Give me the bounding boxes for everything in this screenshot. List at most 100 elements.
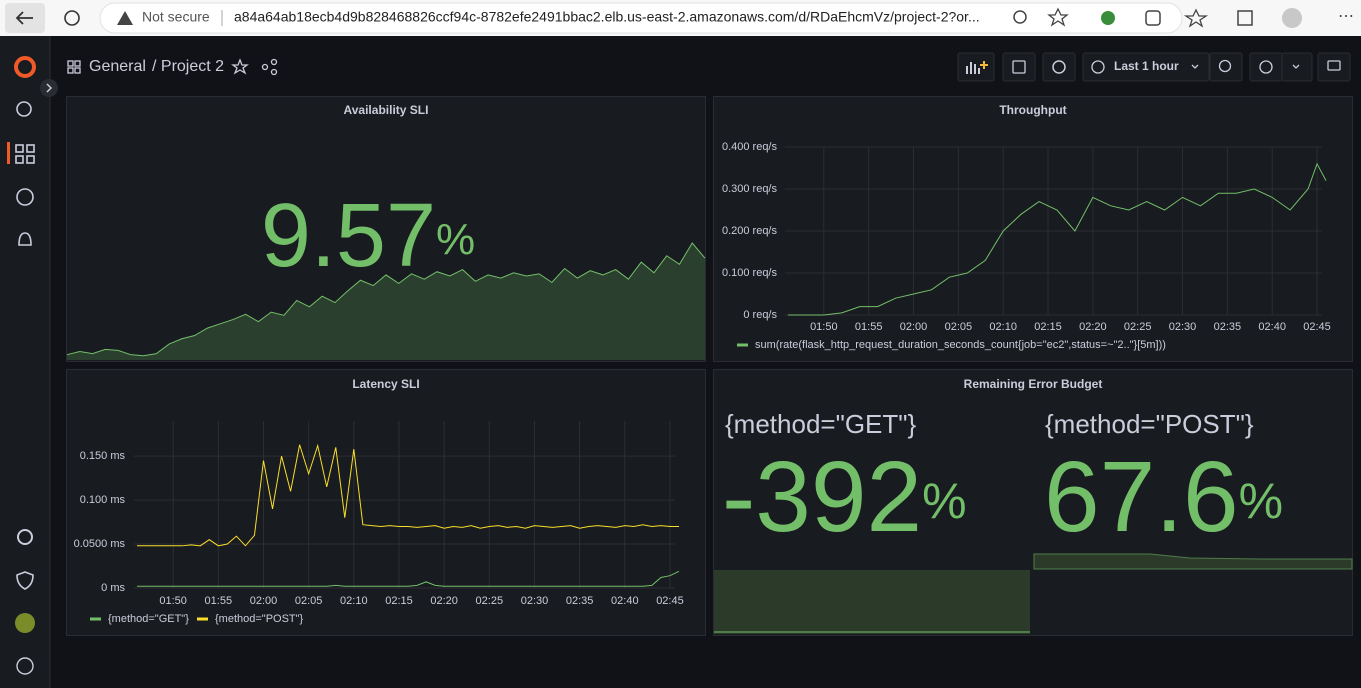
grafana-logo[interactable] — [14, 56, 36, 78]
panel-title: Throughput — [999, 103, 1066, 117]
sparkline-area — [1033, 553, 1353, 570]
x-tick-label: 02:20 — [430, 595, 458, 607]
stat-unit: % — [436, 215, 475, 264]
x-tick-label: 02:25 — [476, 595, 504, 607]
stat-number: 9.57 — [261, 186, 436, 286]
panel — [66, 96, 706, 362]
legend-label: {method="GET"} — [108, 613, 189, 625]
warning-icon — [117, 11, 133, 25]
sparkline-area — [67, 243, 705, 360]
stat-number: -392 — [722, 441, 922, 553]
favorite-icon[interactable] — [1047, 7, 1069, 27]
search-icon[interactable] — [16, 101, 32, 117]
y-tick-label: 0.200 req/s — [722, 225, 778, 237]
tv-icon — [1327, 60, 1341, 71]
settings-button[interactable] — [1042, 52, 1076, 82]
stat-unit: % — [922, 473, 966, 529]
x-tick-label: 02:15 — [1034, 321, 1062, 333]
collections-icon[interactable] — [1237, 10, 1253, 26]
expand-button[interactable] — [40, 79, 58, 97]
tv-mode-button[interactable] — [1317, 52, 1351, 82]
gear-icon — [1052, 60, 1066, 74]
user-avatar[interactable] — [15, 613, 35, 633]
clock-icon — [1091, 60, 1105, 74]
back-icon — [15, 11, 33, 25]
dashboard-grid-icon — [67, 60, 81, 74]
dashboards-icon[interactable] — [15, 144, 35, 164]
url: a84a64ab18ecb4d9b828468826ccf94c-8782efe… — [234, 9, 980, 25]
x-tick-label: 02:35 — [1214, 321, 1242, 333]
x-tick-label: 01:55 — [205, 595, 233, 607]
address-bar[interactable] — [99, 2, 1183, 34]
panel-title: Remaining Error Budget — [964, 377, 1103, 391]
time-picker[interactable] — [1082, 52, 1210, 82]
series-line — [137, 443, 679, 547]
admin-icon[interactable] — [16, 571, 34, 590]
favorites-icon[interactable] — [1183, 8, 1209, 28]
x-tick-label: 02:00 — [250, 595, 278, 607]
series-line — [787, 162, 1327, 316]
stat-number: 67.6 — [1044, 441, 1239, 553]
stat-value: 67.6% — [1044, 441, 1283, 553]
security-label: Not secure — [142, 9, 210, 25]
panel-title: Availability SLI — [344, 103, 429, 117]
stat-unit: % — [1239, 473, 1283, 529]
y-tick-label: 0.100 ms — [80, 494, 126, 506]
legend-label: {method="POST"} — [215, 613, 304, 625]
share-button[interactable] — [261, 58, 278, 76]
y-tick-label: 0.0500 ms — [74, 538, 126, 550]
alerting-icon[interactable] — [18, 232, 32, 246]
x-tick-label: 02:35 — [566, 595, 594, 607]
x-tick-label: 02:05 — [295, 595, 323, 607]
y-tick-label: 0 req/s — [743, 309, 777, 321]
panel-title: Latency SLI — [352, 377, 419, 391]
expand-icon — [46, 83, 53, 93]
legend-label: sum(rate(flask_http_request_duration_sec… — [755, 339, 1166, 351]
breadcrumb-title[interactable]: / Project 2 — [152, 58, 224, 75]
zoom-out-button[interactable] — [1209, 52, 1243, 82]
settings-icon[interactable] — [17, 529, 33, 545]
x-tick-label: 02:15 — [385, 595, 413, 607]
stat-value: -392% — [722, 441, 967, 553]
refresh-icon — [1259, 60, 1273, 74]
add-panel-icon — [966, 62, 980, 74]
x-tick-label: 02:20 — [1079, 321, 1107, 333]
zoom-icon[interactable] — [1013, 10, 1027, 24]
reload-button[interactable] — [64, 10, 80, 26]
y-tick-label: 0.100 req/s — [722, 267, 778, 279]
extension-icon[interactable] — [1101, 11, 1115, 25]
time-range[interactable]: Last 1 hour — [1114, 59, 1179, 73]
x-tick-label: 01:50 — [810, 321, 838, 333]
sidebar — [0, 36, 50, 688]
sparkline-area — [714, 570, 1030, 634]
toolbar — [957, 52, 1351, 82]
series-line — [137, 570, 680, 587]
sparkline — [66, 242, 706, 357]
y-tick-label: 0 ms — [101, 582, 125, 594]
refresh-button[interactable] — [1249, 52, 1283, 82]
menu-icon[interactable]: ⋯ — [1338, 8, 1354, 25]
stat-value: 9.57% — [261, 186, 475, 286]
star-button[interactable] — [231, 58, 249, 75]
x-tick-label: 01:55 — [855, 321, 883, 333]
y-tick-label: 0.400 req/s — [722, 141, 778, 153]
x-tick-label: 02:05 — [945, 321, 973, 333]
x-tick-label: 02:10 — [989, 321, 1017, 333]
explore-icon[interactable] — [16, 188, 34, 206]
panel — [713, 96, 1353, 362]
y-tick-label: 0.300 req/s — [722, 183, 778, 195]
chevron — [1292, 64, 1300, 69]
x-tick-label: 02:30 — [1169, 321, 1197, 333]
x-tick-label: 02:10 — [340, 595, 368, 607]
x-tick-label: 01:50 — [159, 595, 187, 607]
save-button[interactable] — [1002, 52, 1036, 82]
profile-icon[interactable] — [1282, 8, 1302, 28]
help-icon[interactable] — [16, 657, 34, 675]
breadcrumb-folder[interactable]: General — [89, 58, 146, 75]
x-tick-label: 02:00 — [900, 321, 928, 333]
chevron — [1191, 64, 1199, 69]
extensions-icon[interactable] — [1145, 10, 1161, 26]
x-tick-label: 02:40 — [1258, 321, 1286, 333]
x-tick-label: 02:30 — [521, 595, 549, 607]
